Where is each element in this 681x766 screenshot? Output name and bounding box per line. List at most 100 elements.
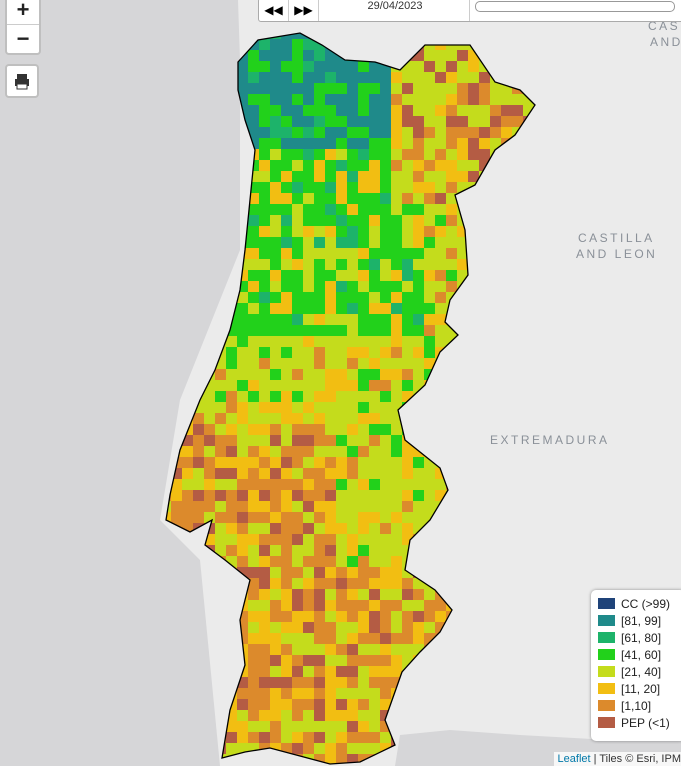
raster-cell (292, 204, 304, 216)
raster-cell (182, 292, 194, 304)
step-forward[interactable]: ▶▶ (289, 0, 319, 21)
raster-cell (237, 336, 249, 348)
raster-cell (292, 534, 304, 546)
raster-cell (270, 138, 282, 150)
raster-cell (259, 50, 271, 62)
raster-cell (166, 50, 172, 62)
raster-cell (413, 248, 425, 260)
raster-cell (325, 743, 337, 755)
raster-cell (270, 655, 282, 667)
raster-cell (336, 732, 348, 744)
raster-cell (259, 347, 271, 359)
raster-cell (259, 677, 271, 689)
raster-cell (424, 479, 436, 491)
raster-cell (413, 292, 425, 304)
raster-cell (259, 391, 271, 403)
raster-cell (204, 380, 216, 392)
print-button[interactable] (5, 64, 39, 98)
raster-cell (248, 743, 260, 755)
map-label: CASTILLA (578, 231, 655, 245)
raster-cell (193, 248, 205, 260)
raster-cell (336, 600, 348, 612)
raster-cell (226, 237, 238, 249)
raster-cell (237, 457, 249, 469)
raster-cell (369, 468, 381, 480)
raster-cell (468, 72, 480, 84)
raster-cell (193, 314, 205, 326)
raster-cell (270, 325, 282, 337)
raster-cell (358, 226, 370, 238)
raster-cell (204, 226, 216, 238)
raster-cell (270, 479, 282, 491)
raster-cell (182, 754, 194, 764)
raster-cell (490, 94, 502, 106)
raster-cell (166, 281, 172, 293)
raster-cell (534, 754, 535, 764)
raster-cell (358, 556, 370, 568)
raster-cell (391, 567, 403, 579)
leaflet-link[interactable]: Leaflet (557, 753, 591, 765)
raster-cell (215, 105, 227, 117)
raster-cell (325, 292, 337, 304)
raster-cell (457, 116, 469, 128)
raster-cell (248, 611, 260, 623)
raster-cell (259, 523, 271, 535)
raster-cell (424, 182, 436, 194)
step-back[interactable]: ◀◀ (259, 0, 289, 21)
raster-cell (358, 512, 370, 524)
legend-swatch (598, 649, 615, 660)
raster-cell (281, 116, 293, 128)
raster-cell (281, 424, 293, 436)
time-slider[interactable] (475, 1, 675, 12)
raster-cell (391, 336, 403, 348)
raster-cell (171, 358, 183, 370)
raster-cell (182, 182, 194, 194)
raster-cell (237, 83, 249, 95)
legend-swatch (598, 615, 615, 626)
raster-cell (369, 545, 381, 557)
raster-cell (402, 292, 414, 304)
raster-cell (171, 545, 183, 557)
raster-cell (166, 171, 172, 183)
raster-cell (325, 666, 337, 678)
raster-cell (369, 347, 381, 359)
raster-cell (336, 512, 348, 524)
raster-cell (166, 545, 172, 557)
raster-cell (204, 160, 216, 172)
raster-cell (292, 699, 304, 711)
raster-cell (358, 490, 370, 502)
raster-cell (292, 435, 304, 447)
raster-cell (281, 33, 293, 40)
raster-cell (446, 105, 458, 117)
raster-cell (259, 127, 271, 139)
raster-cell (402, 325, 414, 337)
zoom-out[interactable]: − (7, 24, 39, 53)
raster-cell (413, 314, 425, 326)
raster-cell (380, 171, 392, 183)
raster-cell (380, 314, 392, 326)
raster-cell (424, 61, 436, 73)
raster-cell (292, 380, 304, 392)
raster-cell (204, 446, 216, 458)
raster-cell (182, 149, 194, 161)
raster-cell (270, 688, 282, 700)
raster-cell (248, 193, 260, 205)
raster-cell (215, 501, 227, 513)
raster-cell (248, 666, 260, 678)
raster-cell (336, 347, 348, 359)
raster-cell (380, 721, 392, 733)
raster-cell (358, 644, 370, 656)
legend-label: CC (>99) (621, 596, 671, 611)
raster-cell (380, 182, 392, 194)
raster-cell (171, 281, 183, 293)
raster-cell (413, 336, 425, 348)
raster-cell (303, 171, 315, 183)
raster-cell (380, 281, 392, 293)
raster-cell (402, 534, 414, 546)
raster-cell (413, 50, 425, 62)
raster-cell (237, 633, 249, 645)
raster-cell (166, 314, 172, 326)
raster-cell (369, 369, 381, 381)
raster-cell (259, 138, 271, 150)
zoom-in[interactable]: + (16, 0, 30, 22)
